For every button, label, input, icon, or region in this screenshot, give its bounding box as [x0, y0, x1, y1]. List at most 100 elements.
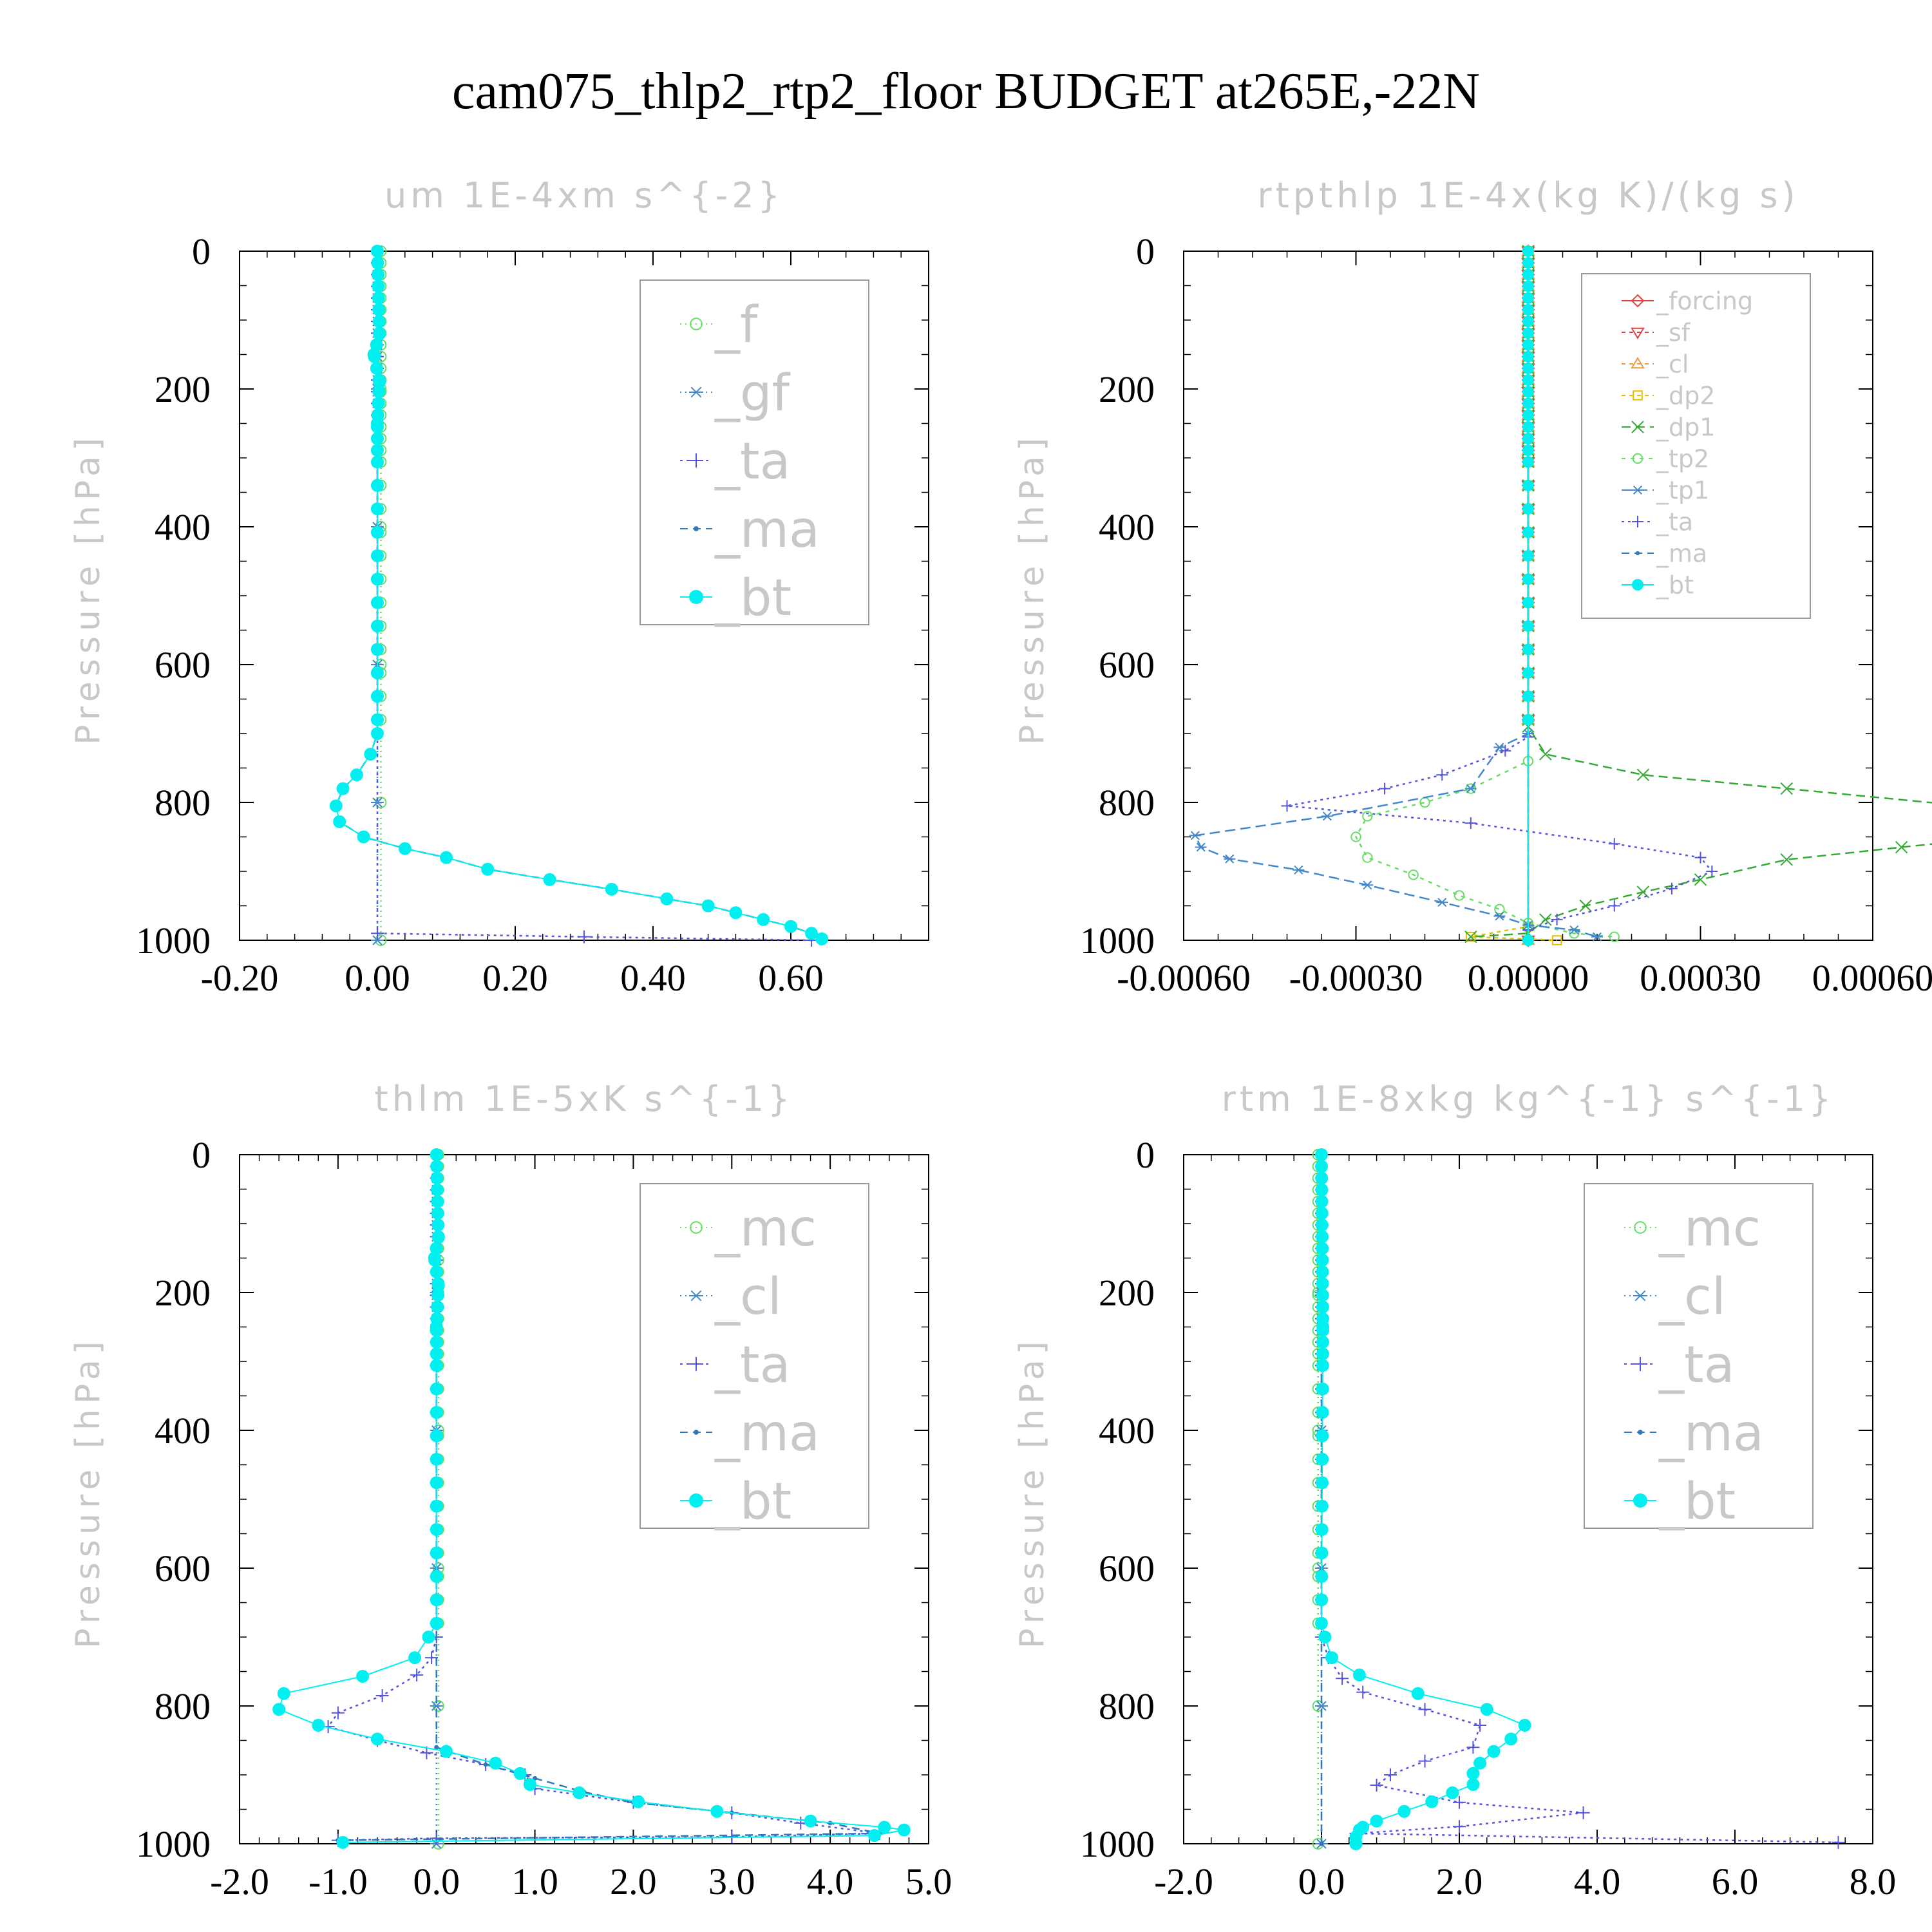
y-tick-label: 0: [192, 1134, 211, 1176]
data-point: [371, 690, 384, 703]
data-point: [1494, 904, 1505, 915]
y-tick-label: 200: [155, 1272, 211, 1314]
data-point: [336, 782, 350, 795]
series-bt: [1522, 245, 1534, 946]
data-point: [1473, 1718, 1487, 1732]
data-point: [1453, 1795, 1466, 1809]
data-point: [430, 1406, 443, 1419]
legend-item: _tp1: [1622, 477, 1709, 505]
data-point: [430, 1359, 443, 1372]
data-point: [430, 1323, 443, 1337]
data-point: [1464, 930, 1477, 943]
legend: _f _gf _ta _ma _bt: [639, 279, 869, 627]
panel-title: thlm 1E-5xK s^{-1}: [375, 1079, 794, 1119]
data-point: [1609, 931, 1620, 942]
y-tick-label: 0: [1136, 231, 1155, 272]
y-tick-label: 200: [155, 368, 211, 410]
legend-box: [1581, 273, 1811, 619]
legend-label: _ma: [714, 501, 820, 559]
data-point: [1189, 831, 1201, 840]
x-tick-label: 5.0: [905, 1861, 952, 1902]
data-point: [430, 1429, 443, 1443]
data-point: [371, 797, 384, 808]
data-point: [357, 830, 370, 844]
data-point: [1352, 1668, 1366, 1681]
data-point: [1466, 1741, 1480, 1754]
data-point: [373, 375, 386, 389]
data-point: [757, 913, 770, 926]
data-point: [1384, 1768, 1397, 1781]
data-point: [660, 892, 674, 905]
x-tick-label: -2.0: [1154, 1861, 1213, 1902]
x-tick-label: -0.00030: [1289, 957, 1423, 999]
legend-item: _mc: [1624, 1200, 1761, 1258]
legend-label: _cl: [1658, 1268, 1726, 1326]
data-point: [371, 268, 384, 281]
data-point: [1636, 886, 1650, 898]
legend-item: _ma: [680, 501, 820, 559]
series-line: [337, 1155, 880, 1841]
data-point: [1316, 1230, 1329, 1244]
data-point: [373, 327, 386, 341]
data-point: [1480, 1703, 1493, 1716]
data-point: [1706, 866, 1718, 877]
data-point: [1694, 873, 1707, 886]
data-point: [370, 361, 383, 375]
legend-label: _ta: [714, 1336, 790, 1394]
data-point: [1315, 1593, 1329, 1607]
data-point: [1466, 931, 1476, 942]
legend-label: _cl: [714, 1268, 782, 1326]
data-point: [410, 1668, 424, 1681]
data-point: [1522, 643, 1534, 656]
legend-label: _f: [714, 296, 759, 354]
series-line: [1320, 1154, 1526, 1844]
y-tick-label: 800: [1099, 1685, 1155, 1727]
data-point: [1493, 911, 1506, 921]
chart-panel-2: rtpthlp 1E-4x(kg K)/(kg s) Pressure [hPa]…: [1013, 175, 1932, 999]
series-line: [1470, 251, 1557, 942]
data-point: [481, 862, 495, 876]
data-point: [431, 1218, 445, 1232]
data-point: [272, 1703, 286, 1716]
data-point: [1522, 433, 1534, 445]
y-tick-label: 800: [1099, 782, 1155, 824]
data-point: [430, 1336, 443, 1349]
data-point: [1487, 1745, 1501, 1758]
y-tick-label: 400: [1099, 506, 1155, 548]
data-point: [336, 1835, 350, 1849]
legend-label: _forcing: [1656, 287, 1753, 316]
legend-marker: [1633, 1357, 1647, 1371]
data-point: [1522, 934, 1534, 946]
series-bt: [272, 1148, 911, 1849]
data-point: [1551, 935, 1562, 945]
data-point: [1454, 890, 1465, 901]
data-point: [431, 1231, 445, 1244]
y-tick-label: 1000: [1080, 920, 1155, 961]
data-point: [1315, 1160, 1329, 1173]
y-tick-label: 400: [155, 506, 211, 548]
legend-marker: [1632, 516, 1643, 527]
data-point: [1522, 596, 1534, 609]
series-dp2: [1466, 246, 1562, 945]
data-point: [1315, 1701, 1328, 1711]
figure-title: cam075_thlp2_rtp2_floor BUDGET at265E,-2…: [452, 63, 1480, 120]
data-point: [605, 882, 618, 896]
legend-label: _bt: [714, 1473, 791, 1531]
data-point: [1577, 1806, 1590, 1819]
data-point: [371, 444, 384, 457]
data-point: [372, 279, 385, 293]
data-point: [1522, 667, 1534, 679]
y-axis-label: Pressure [hPa]: [69, 1336, 108, 1649]
legend-label: _ma: [714, 1405, 820, 1463]
legend-item: _mc: [680, 1200, 817, 1258]
y-tick-label: 800: [155, 1685, 211, 1727]
data-point: [1316, 1452, 1329, 1466]
data-point: [1522, 397, 1534, 410]
legend-marker: [689, 590, 703, 604]
legend-item: _ta: [1624, 1336, 1734, 1394]
data-point: [431, 1206, 444, 1220]
y-axis-label: Pressure [hPa]: [69, 433, 108, 745]
y-tick-label: 600: [1099, 644, 1155, 686]
legend-item: _ta: [1622, 508, 1693, 536]
data-point: [1436, 769, 1448, 781]
